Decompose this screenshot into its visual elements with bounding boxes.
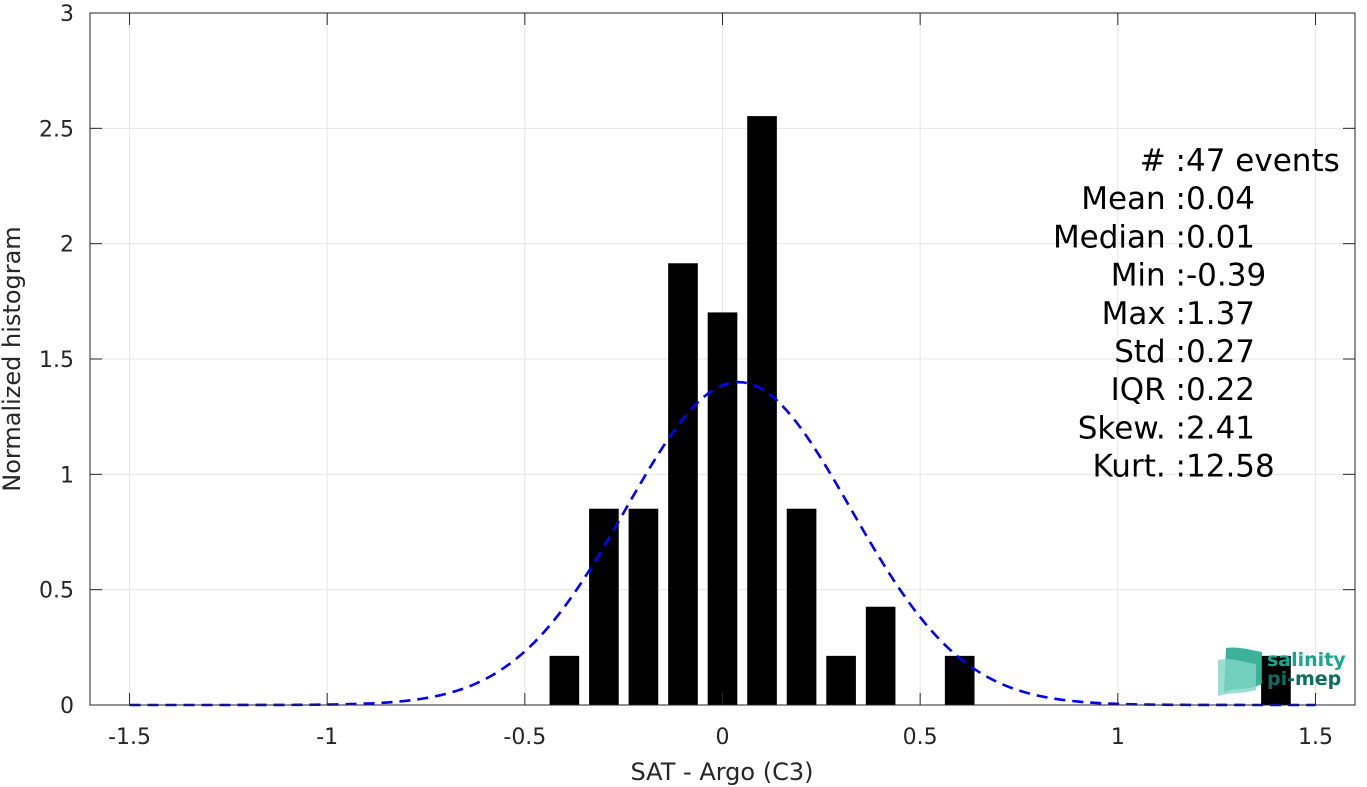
stat-value: 12.58 bbox=[1186, 449, 1275, 485]
stat-value: 0.01 bbox=[1186, 219, 1255, 255]
stat-label: # : bbox=[1140, 143, 1186, 179]
stat-label: Std : bbox=[1114, 334, 1186, 370]
stat-value: -0.39 bbox=[1186, 258, 1266, 294]
histogram-bar bbox=[865, 606, 896, 705]
stat-label: Kurt. : bbox=[1093, 449, 1186, 485]
salinity-pimep-logo: salinity pi-mep bbox=[1218, 647, 1346, 696]
stat-value: 0.04 bbox=[1186, 181, 1255, 217]
x-axis-title: SAT - Argo (C3) bbox=[631, 758, 814, 786]
logo-line2: pi-mep bbox=[1267, 668, 1341, 690]
y-tick-label: 3 bbox=[60, 2, 74, 27]
x-tick-label: -0.5 bbox=[503, 725, 546, 750]
histogram-bar bbox=[628, 508, 659, 705]
x-tick-label: 0 bbox=[716, 725, 730, 750]
histogram-bar bbox=[668, 263, 698, 705]
stat-label: IQR : bbox=[1111, 372, 1186, 408]
y-tick-label: 0 bbox=[60, 694, 74, 719]
x-tick-label: 1 bbox=[1111, 725, 1125, 750]
stat-label: Max : bbox=[1102, 296, 1186, 332]
histogram-bar bbox=[826, 655, 856, 705]
x-tick-label: 0.5 bbox=[903, 725, 938, 750]
stat-value: 0.22 bbox=[1186, 372, 1255, 408]
y-tick-label: 1.5 bbox=[39, 348, 74, 373]
y-axis-title: Normalized histogram bbox=[0, 226, 26, 491]
histogram-bar bbox=[1261, 655, 1291, 705]
stat-label: Mean : bbox=[1081, 181, 1186, 217]
stat-label: Median : bbox=[1053, 219, 1186, 255]
stat-label: Skew. : bbox=[1078, 410, 1186, 446]
axis-tick-labels: -1.5 -1 -0.5 0 0.5 1 1.5 0 0.5 1 1.5 2 2.5 3 bbox=[39, 2, 1333, 750]
histogram-bar bbox=[944, 655, 975, 705]
logo-wave-back-icon bbox=[1218, 659, 1256, 696]
histogram-bars bbox=[549, 116, 1291, 705]
stat-label: Min : bbox=[1111, 258, 1186, 294]
stat-value: 1.37 bbox=[1186, 296, 1255, 332]
x-tick-label: 1.5 bbox=[1298, 725, 1333, 750]
axis-ticks bbox=[90, 12, 1355, 706]
y-tick-label: 2.5 bbox=[39, 117, 74, 142]
x-tick-label: -1.5 bbox=[108, 725, 151, 750]
histogram-bar bbox=[786, 508, 817, 705]
histogram-bar bbox=[707, 312, 738, 705]
logo-line1: salinity bbox=[1267, 649, 1346, 671]
y-tick-label: 1 bbox=[60, 463, 74, 488]
histogram-bar bbox=[549, 655, 580, 705]
stat-value: 0.27 bbox=[1186, 334, 1255, 370]
y-tick-label: 2 bbox=[60, 233, 74, 258]
x-tick-label: -1 bbox=[316, 725, 338, 750]
y-tick-label: 0.5 bbox=[39, 579, 74, 604]
histogram-bar bbox=[747, 116, 777, 705]
stat-value: 47 events bbox=[1186, 143, 1340, 179]
histogram-bar bbox=[589, 508, 619, 705]
stat-value: 2.41 bbox=[1186, 410, 1255, 446]
